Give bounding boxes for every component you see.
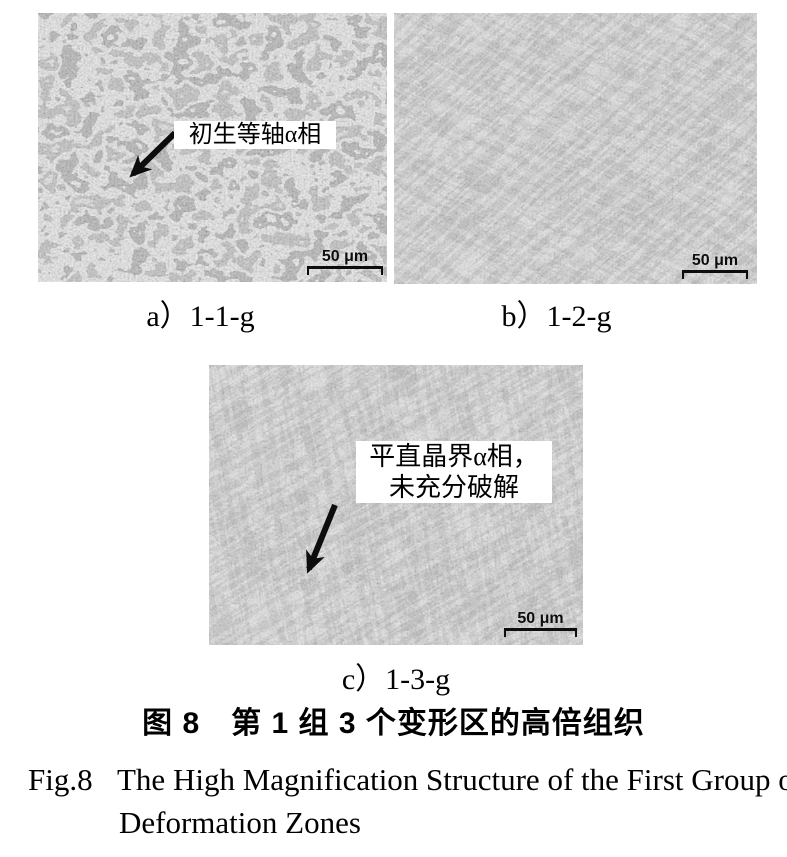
annotation-label-a: 初生等轴α相 bbox=[174, 121, 336, 149]
scale-bar-b-line bbox=[682, 270, 748, 282]
scale-bar-c-label: 50 μm bbox=[517, 610, 564, 627]
scale-bar-a-line bbox=[307, 266, 383, 278]
scale-bar-c-line bbox=[504, 628, 577, 640]
annotation-label-c-line1: 平直晶界α相， bbox=[369, 442, 539, 471]
annotation-label-c: 平直晶界α相， 未充分破解 bbox=[356, 441, 552, 503]
figure-caption-chinese: 图 8 第 1 组 3 个变形区的高倍组织 bbox=[142, 707, 645, 740]
micrograph-c-texture bbox=[209, 365, 583, 645]
scale-bar-b: 50 μm bbox=[682, 253, 748, 282]
figure-caption-english-line1: The High Magnification Structure of the … bbox=[117, 762, 787, 797]
micrograph-b: 50 μm bbox=[394, 13, 757, 284]
figure-caption-english-line2: Deformation Zones bbox=[119, 805, 361, 840]
micrograph-a: 初生等轴α相 50 μm bbox=[38, 13, 387, 282]
annotation-label-c-line2: 未充分破解 bbox=[388, 473, 519, 502]
scale-bar-c: 50 μm bbox=[504, 611, 577, 640]
panel-label-b: b）1-2-g bbox=[501, 300, 612, 333]
micrograph-b-texture bbox=[394, 13, 757, 284]
panel-label-a: a）1-1-g bbox=[146, 300, 255, 333]
panel-label-c: c）1-3-g bbox=[341, 663, 451, 696]
micrograph-c: 平直晶界α相， 未充分破解 50 μm bbox=[209, 365, 583, 645]
figure-caption-english-number: Fig.8 bbox=[28, 762, 93, 797]
scale-bar-a-label: 50 μm bbox=[321, 248, 369, 265]
scale-bar-a: 50 μm bbox=[307, 249, 383, 278]
scale-bar-b-label: 50 μm bbox=[691, 252, 739, 269]
